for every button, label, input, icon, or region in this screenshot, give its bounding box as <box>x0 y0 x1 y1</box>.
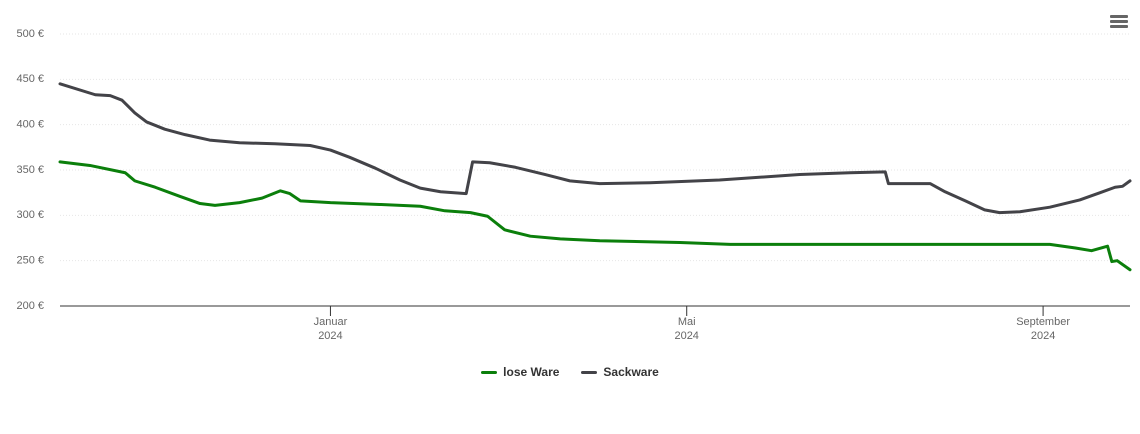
legend-swatch <box>581 370 598 374</box>
legend-item[interactable]: lose Ware <box>481 365 559 379</box>
menu-bar <box>1110 25 1128 28</box>
legend-label: Sackware <box>603 365 659 379</box>
menu-bar <box>1110 20 1128 23</box>
y-tick-label: 250 € <box>16 255 44 267</box>
menu-icon[interactable] <box>1110 15 1128 28</box>
y-tick-label: 350 € <box>16 164 44 176</box>
y-tick-label: 400 € <box>16 119 44 131</box>
legend-item[interactable]: Sackware <box>581 365 659 379</box>
y-tick-label: 300 € <box>16 209 44 221</box>
x-tick-label: Mai 2024 <box>674 316 699 342</box>
menu-bar <box>1110 15 1128 18</box>
y-tick-label: 200 € <box>16 300 44 312</box>
legend-label: lose Ware <box>503 365 560 379</box>
series-line <box>58 82 1132 215</box>
x-tick-label: Januar 2024 <box>313 316 348 342</box>
y-tick-label: 450 € <box>16 73 44 85</box>
x-tick-label: September 2024 <box>1016 316 1070 342</box>
legend: lose Ware Sackware <box>0 365 1140 379</box>
legend-swatch <box>481 370 498 374</box>
series-line <box>58 160 1132 272</box>
y-tick-label: 500 € <box>16 28 44 40</box>
